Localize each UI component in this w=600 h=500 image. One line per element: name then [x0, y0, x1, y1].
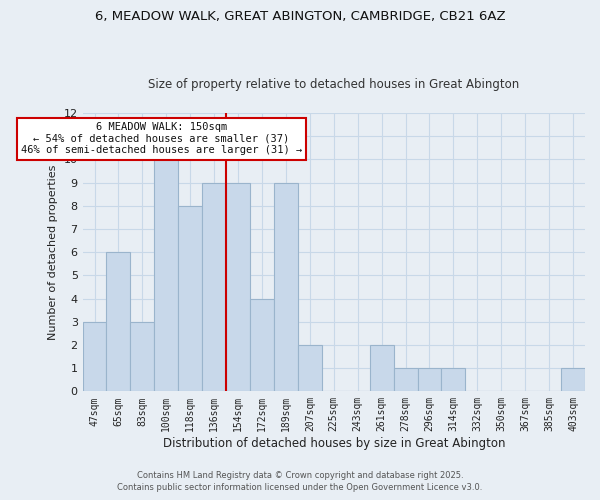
Text: Contains HM Land Registry data © Crown copyright and database right 2025.
Contai: Contains HM Land Registry data © Crown c… — [118, 471, 482, 492]
Text: 6, MEADOW WALK, GREAT ABINGTON, CAMBRIDGE, CB21 6AZ: 6, MEADOW WALK, GREAT ABINGTON, CAMBRIDG… — [95, 10, 505, 23]
Bar — [250, 298, 274, 392]
Bar — [370, 345, 394, 392]
Bar — [561, 368, 585, 392]
Bar — [442, 368, 466, 392]
X-axis label: Distribution of detached houses by size in Great Abington: Distribution of detached houses by size … — [163, 437, 505, 450]
Bar — [178, 206, 202, 392]
Bar — [274, 182, 298, 392]
Bar — [418, 368, 442, 392]
Bar — [226, 182, 250, 392]
Bar — [83, 322, 106, 392]
Bar — [130, 322, 154, 392]
Text: 6 MEADOW WALK: 150sqm
← 54% of detached houses are smaller (37)
46% of semi-deta: 6 MEADOW WALK: 150sqm ← 54% of detached … — [21, 122, 302, 156]
Bar — [106, 252, 130, 392]
Y-axis label: Number of detached properties: Number of detached properties — [48, 164, 58, 340]
Bar — [154, 160, 178, 392]
Bar — [202, 182, 226, 392]
Bar — [394, 368, 418, 392]
Title: Size of property relative to detached houses in Great Abington: Size of property relative to detached ho… — [148, 78, 520, 91]
Bar — [298, 345, 322, 392]
